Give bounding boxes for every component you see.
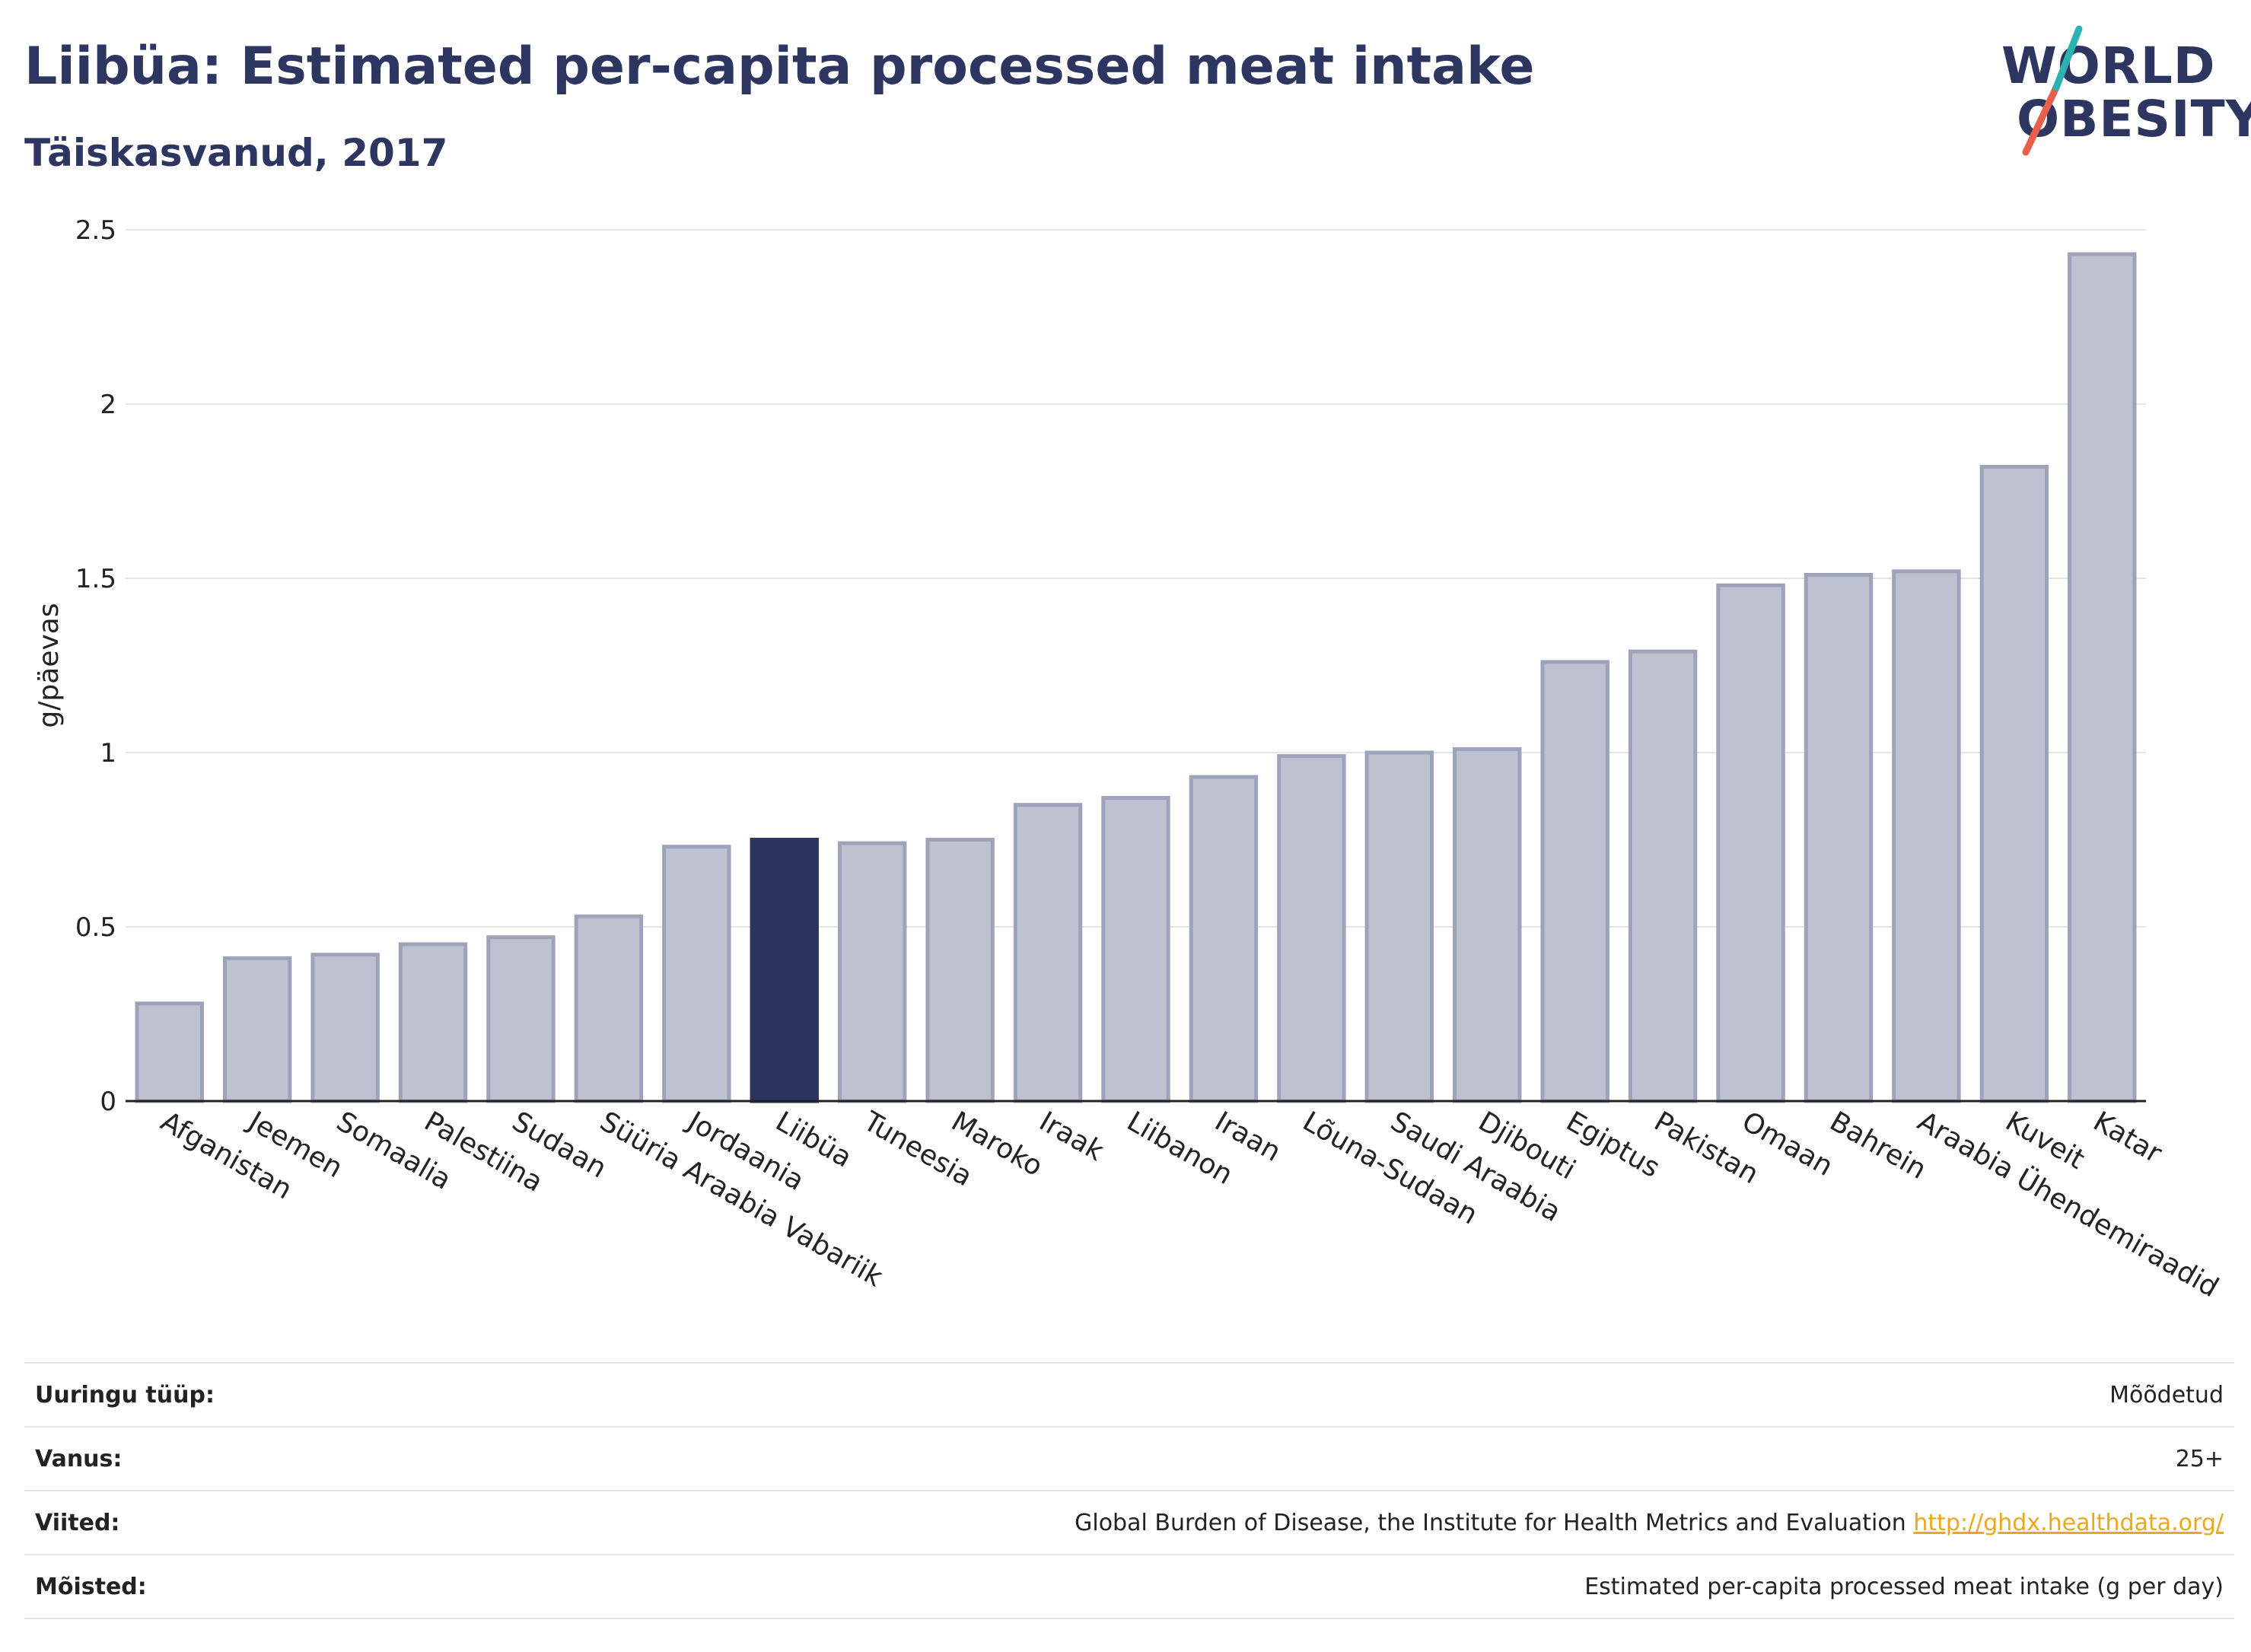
- meta-value: Estimated per-capita processed meat inta…: [1584, 1573, 2224, 1600]
- bar: [2068, 252, 2137, 1103]
- bar: [1892, 569, 1961, 1103]
- bar: [1628, 649, 1698, 1103]
- meta-row-survey-type: Uuringu tüüp: Mõõdetud: [24, 1362, 2234, 1426]
- y-tick-label: 0.5: [75, 912, 116, 943]
- world-obesity-logo: WORLD OBESITY: [1979, 23, 2251, 160]
- bar-highlighted: [750, 838, 819, 1103]
- bar: [1716, 583, 1785, 1103]
- metadata-table: Uuringu tüüp: Mõõdetud Vanus: 25+ Viited…: [24, 1362, 2234, 1619]
- x-tick-label: Bahrein: [1824, 1106, 1931, 1186]
- y-tick-label: 1: [100, 738, 116, 769]
- bar: [1013, 803, 1083, 1103]
- logo-line-2: OBESITY: [2017, 90, 2251, 148]
- bar: [1540, 660, 1609, 1103]
- bar: [135, 1001, 204, 1103]
- bar: [310, 953, 380, 1103]
- bar: [1979, 464, 2049, 1103]
- meta-value: Global Burden of Disease, the Institute …: [1075, 1510, 2234, 1536]
- x-tick-label: Araabia Ühendemiraadid: [1912, 1105, 2224, 1303]
- bar: [1453, 746, 1522, 1103]
- bar: [837, 841, 907, 1103]
- bar: [398, 942, 468, 1103]
- page-subtitle: Täiskasvanud, 2017: [24, 131, 448, 175]
- bar: [222, 956, 292, 1103]
- meta-key: Vanus:: [35, 1445, 123, 1472]
- meta-key: Mõisted:: [35, 1573, 147, 1600]
- bar: [662, 845, 731, 1103]
- bar: [925, 838, 995, 1103]
- meta-row-references: Viited: Global Burden of Disease, the In…: [24, 1490, 2234, 1554]
- bar: [1277, 754, 1346, 1103]
- meta-row-definitions: Mõisted: Estimated per-capita processed …: [24, 1554, 2234, 1619]
- bar: [1364, 750, 1434, 1103]
- bar: [574, 914, 644, 1103]
- bar: [1189, 775, 1259, 1103]
- meta-key: Uuringu tüüp:: [35, 1381, 215, 1408]
- meta-value: 25+: [2175, 1445, 2224, 1472]
- bar: [486, 935, 556, 1103]
- x-tick-label: Katar: [2088, 1106, 2167, 1170]
- logo-slash-icon: [2022, 25, 2083, 156]
- y-tick-label: 2.5: [75, 215, 116, 246]
- x-tick-label: Egiptus: [1561, 1106, 1665, 1184]
- bar: [1101, 796, 1170, 1103]
- y-tick-label: 1.5: [75, 564, 116, 594]
- reference-link[interactable]: http://ghdx.healthdata.org/: [1913, 1509, 2224, 1536]
- meta-row-age: Vanus: 25+: [24, 1426, 2234, 1490]
- logo-line-1: WORLD: [2001, 37, 2216, 95]
- meta-key: Viited:: [35, 1509, 120, 1536]
- bar: [1804, 572, 1874, 1103]
- y-tick-label: 0: [100, 1087, 116, 1117]
- reference-text: Global Burden of Disease, the Institute …: [1075, 1509, 1906, 1536]
- meta-value: Mõõdetud: [2109, 1381, 2224, 1408]
- y-axis-label: g/päevas: [33, 603, 65, 727]
- page-title: Liibüa: Estimated per-capita processed m…: [24, 37, 1535, 97]
- bar-chart: 00.511.522.5g/päevasAfganistanJeemenSoma…: [33, 215, 2224, 1303]
- y-tick-label: 2: [100, 390, 116, 420]
